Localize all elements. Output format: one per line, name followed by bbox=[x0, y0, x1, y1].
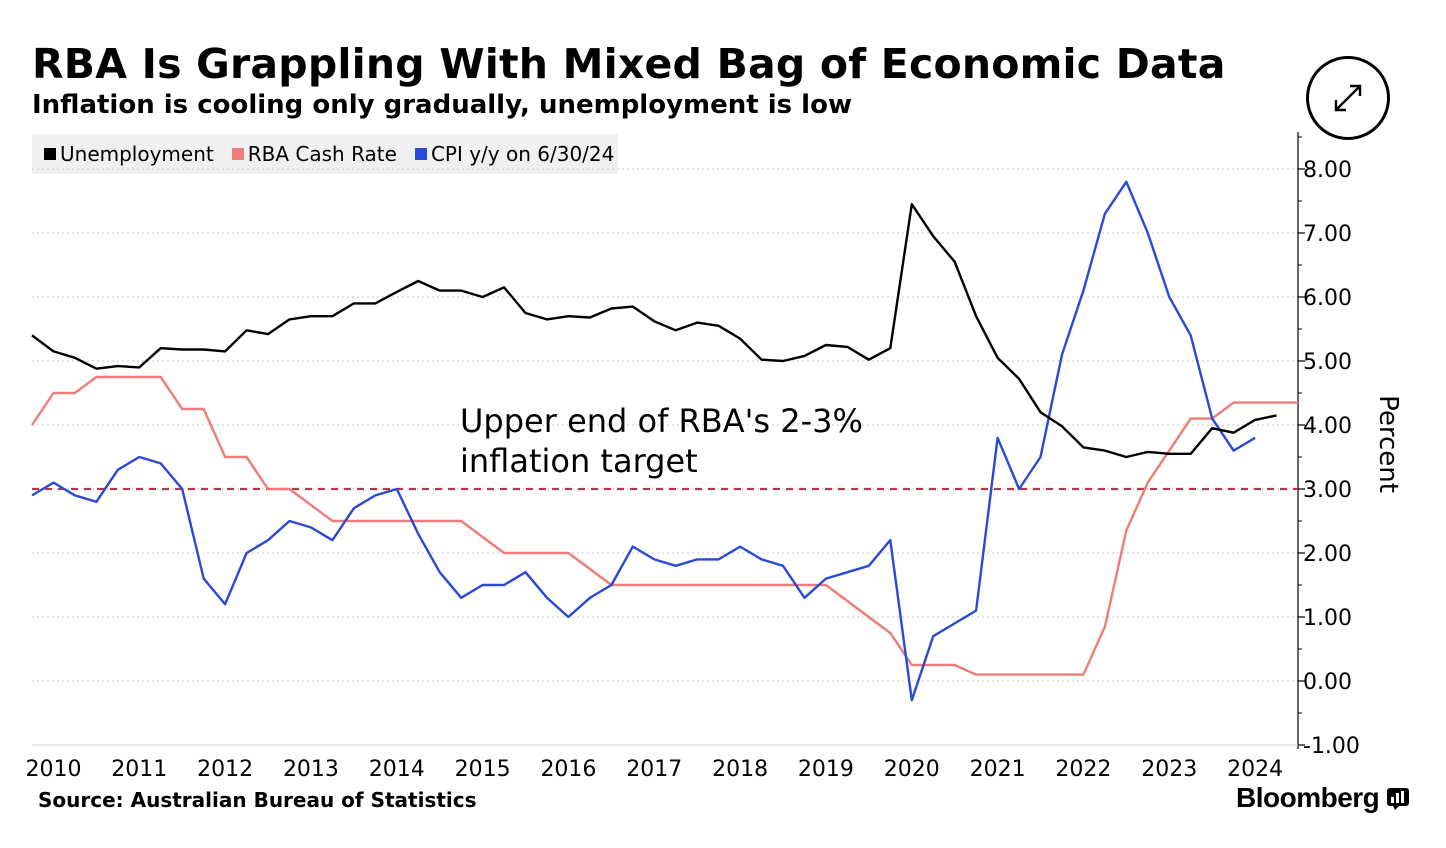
x-tick-label: 2019 bbox=[798, 757, 854, 782]
x-tick-label: 2010 bbox=[25, 757, 81, 782]
bloomberg-chart-icon bbox=[1387, 788, 1410, 810]
chart-legend: Unemployment RBA Cash Rate CPI y/y on 6/30… bbox=[32, 134, 618, 174]
x-tick-label: 2014 bbox=[369, 757, 425, 782]
x-tick-label: 2017 bbox=[626, 757, 682, 782]
y-tick-label: -1.00 bbox=[1303, 734, 1360, 759]
y-tick-label: 2.00 bbox=[1303, 542, 1352, 567]
x-tick-label: 2021 bbox=[970, 757, 1026, 782]
y-tick-label: 3.00 bbox=[1303, 478, 1352, 503]
y-tick-label: 7.00 bbox=[1303, 222, 1352, 247]
y-tick-label: 6.00 bbox=[1303, 286, 1352, 311]
x-tick-label: 2016 bbox=[540, 757, 596, 782]
y-tick-label: 8.00 bbox=[1303, 158, 1352, 183]
legend-swatch bbox=[44, 148, 56, 160]
x-tick-label: 2011 bbox=[111, 757, 167, 782]
legend-label: RBA Cash Rate bbox=[247, 142, 397, 166]
y-axis-label: Percent bbox=[1373, 395, 1403, 493]
brand-text: Bloomberg bbox=[1236, 782, 1380, 813]
legend-item: CPI y/y on 6/30/24 bbox=[414, 142, 615, 166]
x-tick-label: 2024 bbox=[1227, 757, 1283, 782]
series-line-unemployment bbox=[31, 202, 1277, 459]
x-tick-label: 2012 bbox=[197, 757, 253, 782]
annotation-line: Upper end of RBA's 2-3% bbox=[460, 402, 863, 440]
legend-swatch bbox=[414, 148, 427, 160]
x-tick-label: 2018 bbox=[712, 757, 768, 782]
annotation-line: inflation target bbox=[460, 442, 698, 480]
x-tick-label: 2022 bbox=[1055, 757, 1111, 782]
x-tick-label: 2020 bbox=[884, 757, 940, 782]
y-tick-label: 0.00 bbox=[1303, 670, 1352, 695]
bloomberg-logo: Bloomberg bbox=[1236, 782, 1410, 814]
legend-label: CPI y/y on 6/30/24 bbox=[430, 142, 615, 166]
expand-button[interactable] bbox=[1306, 56, 1390, 140]
x-tick-label: 2015 bbox=[455, 757, 511, 782]
x-tick-label: 2023 bbox=[1141, 757, 1197, 782]
legend-swatch bbox=[231, 148, 244, 160]
y-tick-label: 5.00 bbox=[1303, 350, 1352, 375]
legend-item: RBA Cash Rate bbox=[231, 142, 397, 166]
expand-arrows-icon bbox=[1334, 84, 1362, 112]
legend-label: Unemployment bbox=[60, 142, 214, 166]
legend-item: Unemployment bbox=[44, 142, 214, 166]
x-tick-label: 2013 bbox=[283, 757, 339, 782]
series-line-rba-cash-rate bbox=[31, 375, 1298, 676]
target-annotation: Upper end of RBA's 2-3% inflation target bbox=[460, 402, 863, 480]
y-tick-label: 4.00 bbox=[1303, 414, 1352, 439]
source-note: Source: Australian Bureau of Statistics bbox=[38, 788, 477, 812]
series-line-cpi-y-y-on-6-30-24 bbox=[31, 180, 1256, 702]
chart-title: RBA Is Grappling With Mixed Bag of Econo… bbox=[32, 40, 1226, 88]
y-tick-label: 1.00 bbox=[1303, 606, 1352, 631]
chart-subtitle: Inflation is cooling only gradually, une… bbox=[32, 90, 852, 120]
